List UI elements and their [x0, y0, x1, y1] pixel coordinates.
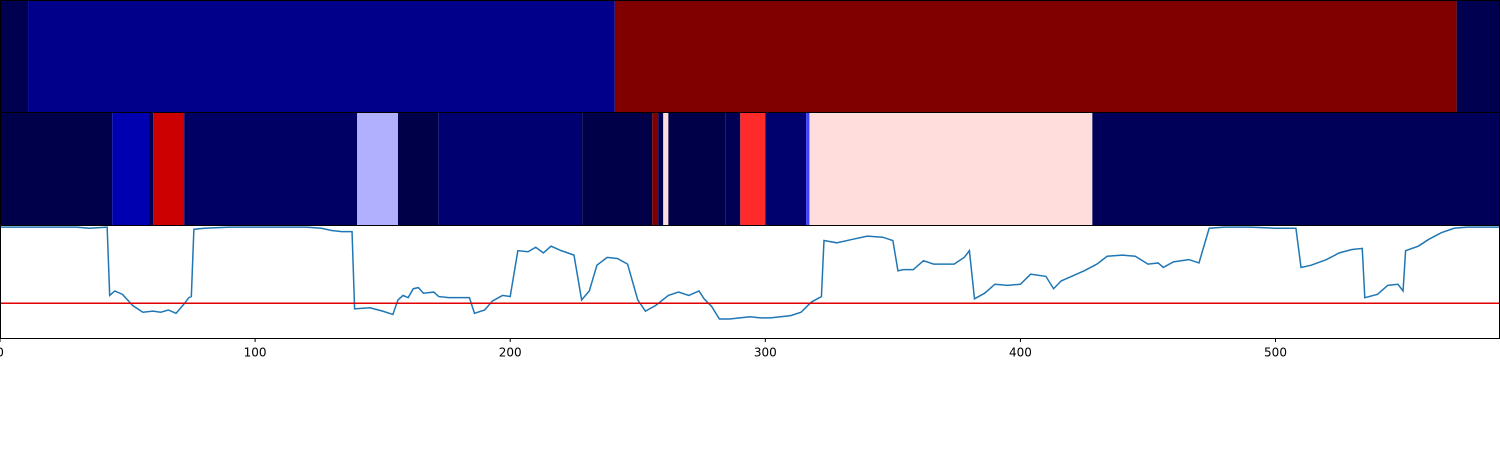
segment — [725, 113, 741, 225]
segment — [28, 1, 615, 112]
x-tick-label: 200 — [499, 346, 522, 360]
segment — [663, 113, 669, 225]
x-tick-label: 100 — [244, 346, 267, 360]
data-line — [0, 226, 1500, 320]
segment — [1092, 113, 1500, 225]
segment — [0, 113, 113, 225]
x-tick-label: 400 — [1009, 346, 1032, 360]
segment — [397, 113, 439, 225]
segment — [1456, 1, 1500, 112]
segment — [668, 113, 726, 225]
segment — [438, 113, 583, 225]
segment — [153, 113, 185, 225]
segment — [806, 113, 810, 225]
segment — [184, 113, 358, 225]
segment — [765, 113, 807, 225]
segment — [0, 1, 29, 112]
segment — [357, 113, 398, 225]
segment — [582, 113, 653, 225]
segment — [148, 113, 154, 225]
panel-frame — [0, 225, 1500, 339]
segment — [658, 113, 664, 225]
x-tick-label: 300 — [754, 346, 777, 360]
x-tick-label: 500 — [1264, 346, 1287, 360]
segment — [809, 113, 1093, 225]
segment — [112, 113, 149, 225]
segment — [614, 1, 1457, 112]
segment — [740, 113, 766, 225]
segment — [652, 113, 659, 225]
x-tick-label: 0 — [0, 346, 4, 360]
